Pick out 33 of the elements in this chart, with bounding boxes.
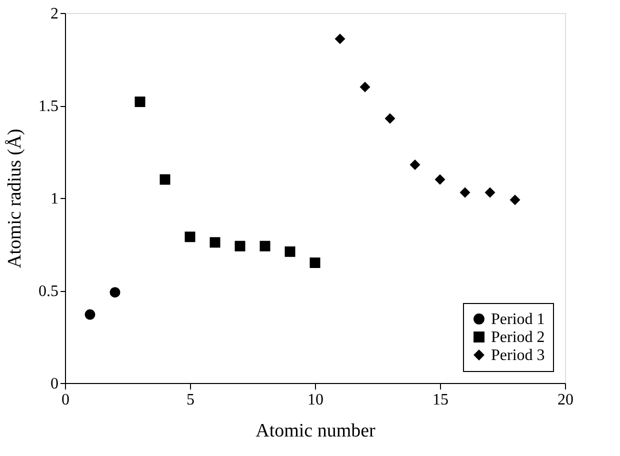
y-tick-label: 1.5 [38, 98, 58, 115]
point [334, 34, 346, 44]
point [210, 237, 220, 248]
point [434, 174, 446, 185]
x-tick-label: 0 [62, 392, 70, 408]
point [234, 240, 246, 252]
point [134, 96, 146, 108]
point [510, 194, 520, 206]
point [484, 187, 496, 198]
x-tick-label: 10 [308, 392, 324, 408]
point [384, 113, 396, 124]
y-axis-title: Atomic radius (Å) [4, 128, 26, 268]
point [284, 246, 296, 257]
point [360, 82, 370, 92]
point [160, 174, 170, 185]
y-tick-label: 2 [50, 6, 58, 22]
x-tick-label: 5 [186, 392, 194, 408]
y-tick-label: 1 [50, 190, 58, 208]
legend-label: Period 1 [491, 311, 545, 328]
point [260, 240, 270, 252]
point [410, 159, 420, 170]
point [110, 287, 120, 298]
x-tick-label: 20 [558, 392, 574, 408]
point [84, 309, 96, 320]
x-tick-label: 15 [432, 392, 448, 408]
y-tick-label: 0 [50, 376, 58, 392]
point [460, 187, 470, 198]
x-axis-title: Atomic number [256, 420, 376, 442]
point [184, 232, 196, 242]
y-tick-label: 0.5 [38, 283, 58, 300]
legend-label: Period 3 [491, 347, 545, 364]
point [310, 258, 320, 268]
legend-label: Period 2 [491, 329, 545, 346]
